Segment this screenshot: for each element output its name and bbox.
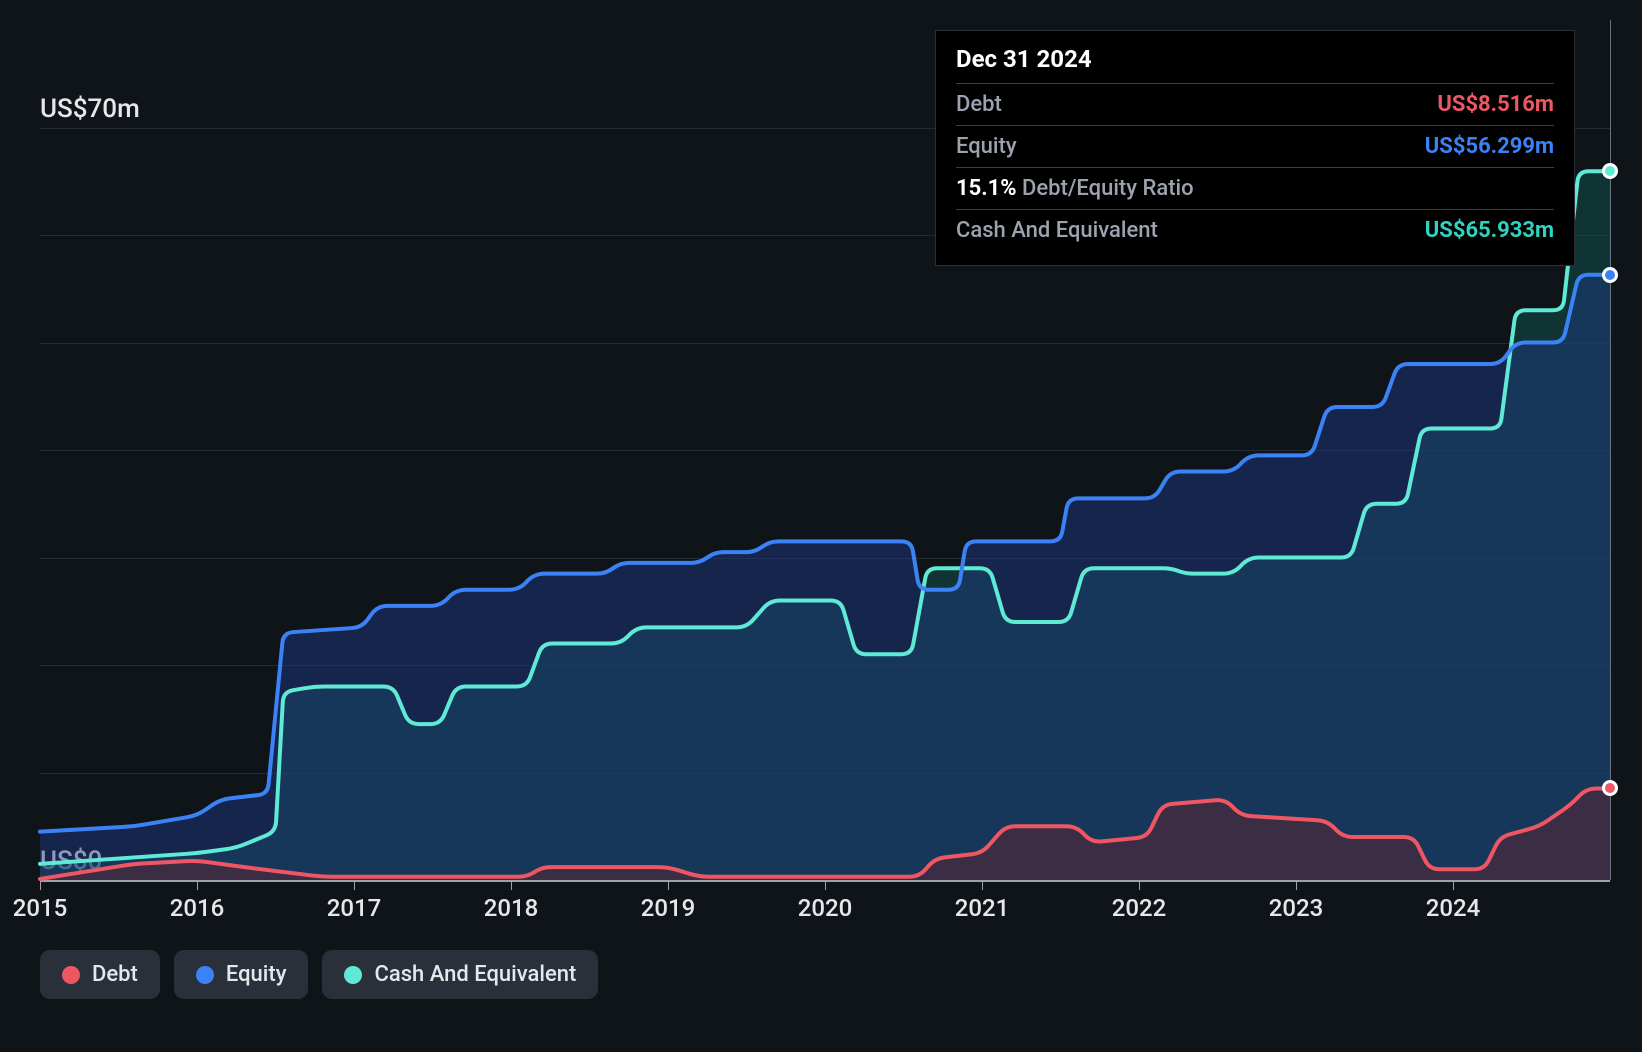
x-axis-label: 2024 [1426, 894, 1481, 922]
tooltip-row-ratio: 15.1% Debt/Equity Ratio [956, 167, 1554, 209]
financial-history-chart: US$0US$70m201520162017201820192020202120… [0, 0, 1642, 1052]
x-axis-tick [1296, 880, 1297, 890]
tooltip-value: US$65.933m [1425, 218, 1554, 243]
legend-item-debt[interactable]: Debt [40, 950, 160, 999]
series-fill-equity [40, 275, 1610, 880]
tooltip-row-cash: Cash And Equivalent US$65.933m [956, 209, 1554, 251]
x-axis-tick [982, 880, 983, 890]
series-marker-equity [1602, 267, 1618, 283]
legend-label: Debt [92, 962, 138, 987]
x-axis-label: 2023 [1269, 894, 1324, 922]
x-axis-label: 2015 [13, 894, 68, 922]
legend-item-equity[interactable]: Equity [174, 950, 309, 999]
hover-line [1610, 20, 1611, 880]
x-axis-tick [354, 880, 355, 890]
series-marker-debt [1602, 780, 1618, 796]
legend-item-cash[interactable]: Cash And Equivalent [322, 950, 598, 999]
x-axis-tick [40, 880, 41, 890]
tooltip-date: Dec 31 2024 [956, 45, 1554, 83]
legend-dot-icon [62, 966, 80, 984]
x-axis-tick [1453, 880, 1454, 890]
chart-tooltip: Dec 31 2024 Debt US$8.516m Equity US$56.… [935, 30, 1575, 266]
legend-dot-icon [196, 966, 214, 984]
tooltip-value: US$8.516m [1437, 92, 1554, 117]
series-marker-cash [1602, 163, 1618, 179]
chart-legend: Debt Equity Cash And Equivalent [40, 950, 598, 999]
x-axis-label: 2016 [170, 894, 225, 922]
x-axis-label: 2022 [1112, 894, 1167, 922]
tooltip-label: Debt [956, 92, 1002, 117]
x-axis-tick [197, 880, 198, 890]
x-axis-label: 2019 [641, 894, 696, 922]
x-axis-tick [511, 880, 512, 890]
tooltip-value: US$56.299m [1425, 134, 1554, 159]
legend-label: Cash And Equivalent [374, 962, 576, 987]
tooltip-row-debt: Debt US$8.516m [956, 83, 1554, 125]
legend-label: Equity [226, 962, 287, 987]
x-axis-label: 2017 [327, 894, 382, 922]
tooltip-ratio-value: 15.1% [956, 176, 1017, 201]
x-axis-tick [825, 880, 826, 890]
x-axis-label: 2020 [798, 894, 853, 922]
x-axis-tick [668, 880, 669, 890]
legend-dot-icon [344, 966, 362, 984]
tooltip-ratio-label: Debt/Equity Ratio [1022, 176, 1194, 201]
tooltip-label: Equity [956, 134, 1017, 159]
x-axis-label: 2021 [955, 894, 1010, 922]
x-axis-tick [1139, 880, 1140, 890]
tooltip-row-equity: Equity US$56.299m [956, 125, 1554, 167]
x-axis-label: 2018 [484, 894, 539, 922]
tooltip-label: Cash And Equivalent [956, 218, 1158, 243]
